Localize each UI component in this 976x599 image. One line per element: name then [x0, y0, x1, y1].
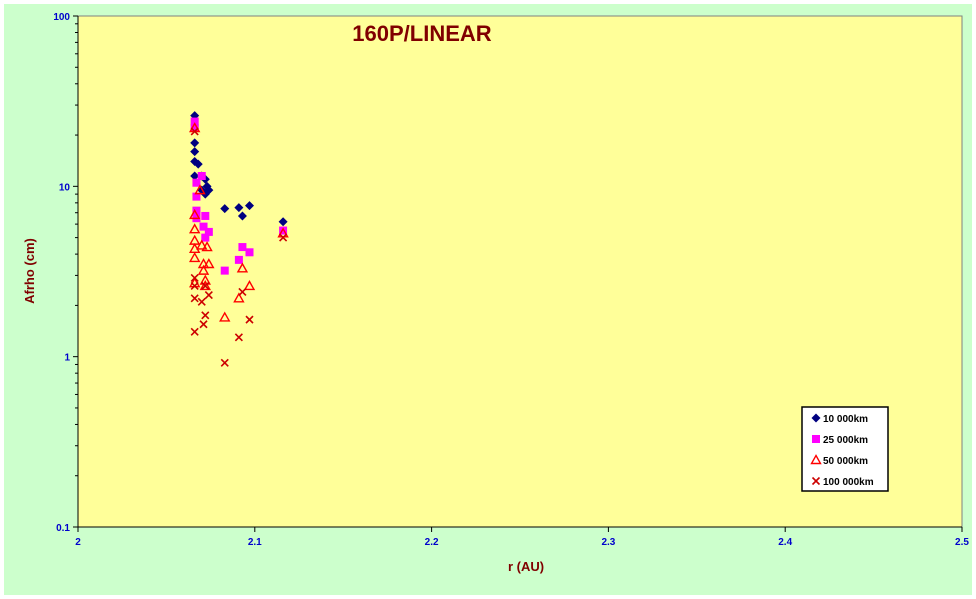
data-point: [201, 281, 210, 291]
axes: 2 2.1 2.2 2.3 2.4 2.5 0.1 1 10 100: [53, 12, 969, 548]
data-point: [245, 315, 254, 324]
x-marker-stroke: [811, 476, 821, 486]
data-point: [190, 171, 200, 181]
y-tick-label: 1: [64, 353, 70, 364]
legend-label: 10 000km: [823, 414, 868, 425]
x-marker-stroke: [190, 327, 199, 336]
data-point: [238, 243, 247, 252]
y-tick-label: 100: [53, 12, 70, 23]
x-marker-stroke: [238, 287, 247, 296]
x-marker-stroke: [197, 297, 206, 306]
x-marker-stroke: [245, 315, 254, 324]
data-point: [238, 287, 247, 296]
data-point: [190, 127, 199, 136]
x-marker-stroke: [190, 127, 199, 136]
data-point: [236, 262, 249, 273]
data-point: [190, 281, 199, 291]
legend: 10 000km 25 000km 50 000km 100 000km: [801, 406, 889, 492]
x-tick-label: 2: [75, 537, 81, 548]
data-point: [194, 184, 206, 195]
chart-title: 160P/LINEAR: [352, 21, 491, 46]
data-point: [190, 273, 199, 282]
data-point: [192, 192, 201, 201]
data-point: [201, 241, 213, 252]
x-marker-stroke: [201, 281, 210, 291]
data-point: [199, 320, 208, 329]
data-point: [190, 138, 200, 148]
x-axis-title: r (AU): [508, 559, 544, 574]
data-point: [201, 311, 210, 320]
series-3: [190, 127, 288, 367]
data-point: [192, 178, 201, 187]
data-point: [196, 239, 208, 250]
data-point: [219, 311, 231, 322]
legend-label: 100 000km: [823, 477, 874, 488]
data-point: [278, 217, 288, 227]
x-marker-stroke: [190, 294, 199, 303]
data-point: [199, 274, 211, 285]
data-point: [237, 211, 247, 221]
data-point: [188, 223, 201, 234]
legend-marker: [811, 476, 821, 486]
data-point: [197, 264, 210, 275]
x-marker-stroke: [190, 273, 199, 282]
data-point: [197, 171, 206, 180]
x-tick-label: 2.3: [601, 537, 615, 548]
data-point: [188, 251, 201, 263]
data-point: [190, 147, 200, 157]
data-point: [197, 297, 206, 306]
x-tick-label: 2.4: [778, 537, 792, 548]
data-point: [201, 211, 210, 220]
data-point: [192, 206, 201, 215]
data-point: [199, 280, 211, 291]
data-point: [279, 226, 288, 235]
x-tick-label: 2.1: [248, 537, 262, 548]
data-point: [204, 290, 213, 300]
x-marker-stroke: [220, 358, 229, 367]
chart-area: 160P/LINEAR r (AU) Afrho (cm) 2 2.1 2.2 2.3…: [4, 4, 972, 595]
legend-label: 25 000km: [823, 435, 868, 446]
data-point: [201, 233, 210, 242]
legend-marker: [811, 413, 821, 423]
legend-marker: [812, 435, 820, 443]
data-point: [245, 248, 254, 257]
data-point: [190, 124, 199, 133]
x-marker-stroke: [279, 233, 288, 242]
x-marker-stroke: [234, 333, 243, 342]
data-point: [199, 222, 208, 231]
y-tick-label: 0.1: [56, 523, 70, 534]
data-point: [279, 233, 288, 242]
data-point: [220, 358, 229, 367]
data-point: [220, 204, 230, 214]
chart-svg: 160P/LINEAR r (AU) Afrho (cm) 2 2.1 2.2 2.3…: [22, 12, 969, 574]
x-marker-stroke: [201, 311, 210, 320]
data-point: [220, 266, 229, 275]
data-points: [188, 111, 289, 367]
legend-marker: [810, 454, 822, 465]
y-axis-title: Afrho (cm): [22, 238, 37, 304]
data-point: [190, 327, 199, 336]
x-tick-label: 2.5: [955, 537, 969, 548]
data-point: [190, 294, 199, 303]
data-point: [243, 280, 256, 291]
data-point: [188, 208, 201, 220]
data-point: [234, 203, 244, 213]
x-tick-label: 2.2: [425, 537, 439, 548]
data-point: [204, 227, 213, 236]
data-point: [190, 117, 199, 126]
data-point: [233, 292, 245, 303]
x-marker-stroke: [190, 281, 199, 291]
data-point: [203, 258, 215, 269]
data-point: [204, 185, 214, 195]
x-marker-stroke: [204, 290, 213, 300]
data-point: [193, 159, 203, 169]
y-tick-label: 10: [59, 182, 71, 193]
x-marker-stroke: [199, 320, 208, 329]
data-point: [234, 333, 243, 342]
data-point: [234, 255, 243, 264]
data-point: [244, 201, 254, 211]
legend-label: 50 000km: [823, 456, 868, 467]
